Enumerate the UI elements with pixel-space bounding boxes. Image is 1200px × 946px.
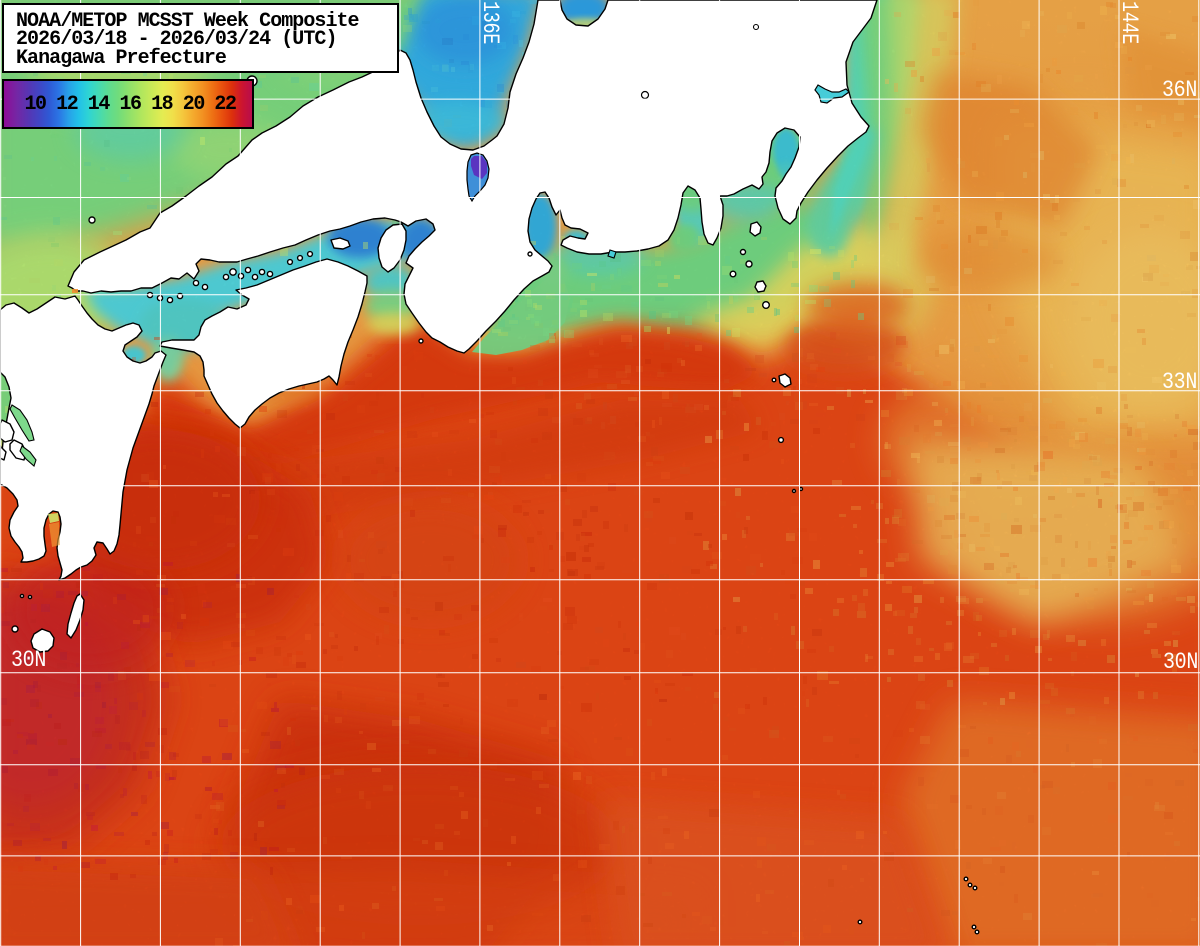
svg-text:33N: 33N: [13, 367, 48, 393]
svg-text:136E: 136E: [477, 1, 503, 44]
svg-text:144E: 144E: [1116, 1, 1142, 44]
svg-text:33N: 33N: [1162, 369, 1197, 395]
svg-text:30N: 30N: [1163, 649, 1198, 675]
svg-text:30N: 30N: [11, 647, 46, 673]
svg-text:36N: 36N: [1162, 77, 1197, 103]
